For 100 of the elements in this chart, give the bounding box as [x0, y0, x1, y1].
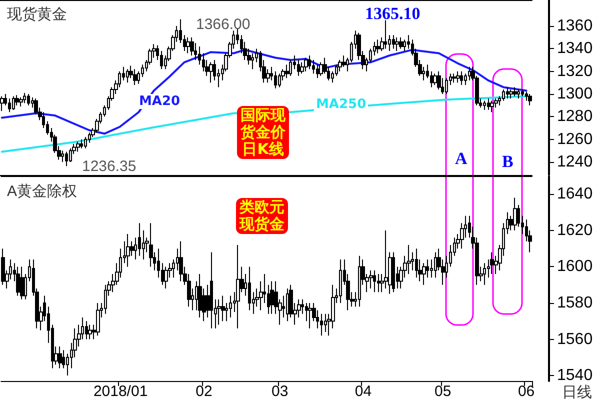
candlestick [392, 252, 395, 293]
y-tick-label: 1600 [557, 258, 593, 276]
candlestick [433, 73, 437, 86]
y-tick-label: 1300 [557, 86, 593, 103]
candlestick [85, 320, 88, 340]
candlestick [434, 252, 437, 278]
candlestick [198, 273, 202, 318]
candlestick [395, 36, 399, 52]
candlestick [456, 70, 460, 84]
candlestick [377, 273, 380, 293]
candlestick [445, 78, 448, 95]
candlestick [8, 98, 11, 113]
candlestick [422, 262, 426, 286]
y-tick-label: 1580 [557, 294, 593, 312]
candlestick [236, 244, 240, 329]
y-tick-label: 1320 [557, 62, 593, 80]
candlestick [12, 96, 15, 110]
candlestick [248, 266, 251, 311]
candlestick [452, 73, 456, 84]
candlestick [502, 88, 505, 102]
candlestick [399, 36, 403, 50]
candlestick [319, 62, 323, 76]
candlestick [339, 258, 342, 304]
candlestick [286, 288, 289, 322]
y-tick-label: 1540 [557, 367, 593, 384]
candlestick [84, 136, 87, 149]
annotation: B [502, 152, 514, 171]
x-tick-label: 03 [271, 383, 288, 400]
x-tick-label: 05 [434, 383, 452, 400]
candlestick [65, 151, 68, 167]
candlestick [186, 36, 190, 54]
candlestick [468, 66, 471, 81]
candlestick [308, 55, 311, 70]
candlestick [274, 70, 277, 89]
candlestick [483, 262, 486, 286]
annotation: A [455, 149, 468, 168]
candlestick [96, 302, 100, 336]
y-tick-label: 1360 [557, 18, 593, 35]
annotation: 1366.00 [196, 16, 250, 33]
candlestick [20, 266, 24, 300]
candlestick [324, 313, 327, 333]
candlestick [80, 138, 83, 149]
candlestick [104, 284, 107, 314]
candlestick [16, 266, 20, 296]
candlestick [490, 252, 494, 274]
y-tick-label: 1560 [557, 330, 593, 348]
candlestick [229, 295, 232, 318]
candlestick [23, 92, 26, 104]
candlestick [69, 148, 72, 162]
y-tick-label: 1260 [557, 130, 593, 148]
candlestick [304, 57, 308, 72]
candlestick [210, 252, 213, 329]
candlestick [528, 94, 532, 106]
candlestick [490, 100, 494, 113]
series-label: MA250 [314, 97, 368, 112]
annotation: 1365.10 [365, 4, 420, 23]
x-axis-title: 日线 [562, 384, 592, 400]
candlestick [407, 244, 411, 274]
candlestick [415, 248, 418, 278]
candlestick [58, 346, 62, 369]
candlestick [509, 88, 513, 100]
candlestick [126, 234, 130, 268]
candlestick [19, 96, 23, 107]
candlestick [138, 222, 141, 256]
series-label: MA20 [137, 94, 182, 109]
candlestick [88, 324, 92, 340]
candlestick [517, 88, 520, 100]
x-tick-label: 2018/01 [93, 383, 148, 400]
candlestick [525, 91, 528, 102]
candlestick [513, 197, 517, 231]
x-tick-label: 04 [354, 383, 372, 400]
candlestick [164, 266, 168, 289]
y-tick-label: 1240 [557, 153, 593, 170]
candlestick [320, 313, 323, 336]
candlestick [521, 88, 524, 97]
candlestick [297, 60, 300, 76]
candlestick [221, 295, 225, 322]
candlestick [209, 62, 213, 84]
candlestick [403, 39, 406, 52]
candlestick [300, 62, 304, 74]
annotation: 类欧元现货金 [236, 198, 288, 234]
candlestick [338, 60, 342, 72]
candlestick [217, 298, 221, 326]
candlestick [278, 73, 281, 88]
candlestick [316, 64, 319, 79]
candlestick [513, 86, 517, 97]
candlestick [76, 141, 80, 152]
candlestick [487, 98, 490, 110]
y-tick-label: 1340 [557, 40, 593, 58]
candlestick [270, 280, 274, 314]
candlestick [251, 52, 254, 70]
candlestick [392, 34, 395, 50]
candlestick [0, 96, 4, 112]
candlestick [61, 150, 64, 162]
text: A黄金除权 [7, 183, 78, 200]
candlestick [506, 86, 509, 100]
annotation: 1236.35 [82, 158, 136, 175]
chart-title: 现货黄金 [7, 6, 67, 23]
candlestick [15, 94, 19, 106]
candlestick [342, 55, 346, 68]
